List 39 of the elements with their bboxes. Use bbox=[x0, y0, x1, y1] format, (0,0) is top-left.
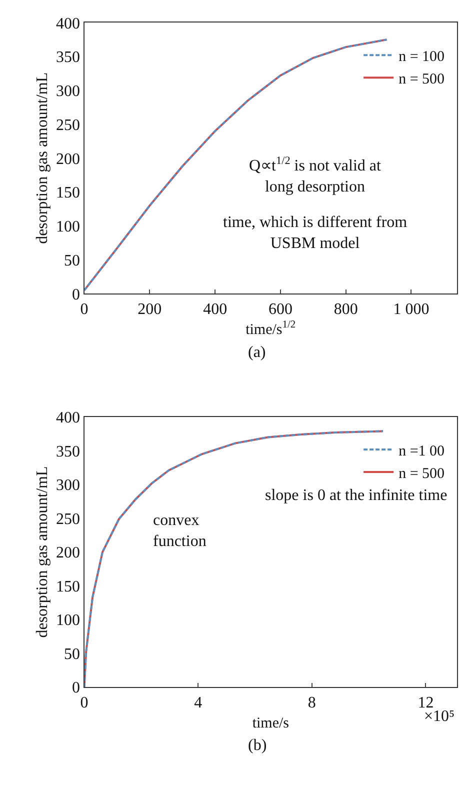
x-tick-label: 600 bbox=[268, 301, 292, 318]
y-tick-label: 250 bbox=[56, 116, 80, 134]
x-tick-label: 1 000 bbox=[393, 301, 430, 318]
x-axis-title: time/s$^{1/2}$ bbox=[246, 320, 296, 338]
y-tick-label: 250 bbox=[56, 510, 80, 528]
y-tick-label: 100 bbox=[56, 218, 80, 236]
annotation: slope is 0 at the infinite time bbox=[265, 487, 448, 504]
y-tick-label: 300 bbox=[56, 83, 80, 100]
y-tick-label: 200 bbox=[56, 544, 80, 562]
annotation: Q∝t$^{1/2}$ is not valid at long desorption bbox=[249, 155, 382, 196]
x-tick-label: 200 bbox=[138, 301, 162, 318]
y-tick-label: 400 bbox=[56, 15, 80, 32]
y-tick-label: 400 bbox=[56, 410, 80, 427]
annotation: convex function bbox=[153, 512, 206, 550]
annotation: time, which is different from USBM model bbox=[223, 214, 408, 252]
y-tick-label: 150 bbox=[56, 184, 80, 202]
x-tick-label: 4 bbox=[194, 694, 202, 712]
x-axis-title: time/s bbox=[252, 715, 290, 732]
y-tick-label: 350 bbox=[56, 49, 80, 66]
y-tick-label: 150 bbox=[56, 578, 80, 596]
y-tick-label: 300 bbox=[56, 477, 80, 494]
y-tick-label: 50 bbox=[64, 252, 80, 270]
text: (b) bbox=[248, 737, 267, 754]
y-tick-label: 50 bbox=[64, 646, 80, 663]
y-axis-title: desorption gas amount/mL bbox=[34, 466, 51, 638]
legend-label: n = 500 bbox=[398, 466, 445, 482]
y-axis-title: desorption gas amount/mL bbox=[34, 72, 51, 244]
legend-label: n = 500 bbox=[398, 72, 445, 88]
y-tick-label: 100 bbox=[56, 612, 80, 630]
legend-label: n = 100 bbox=[398, 49, 445, 66]
legend-label: n =1 00 bbox=[398, 443, 445, 460]
x-tick-label: 800 bbox=[334, 301, 358, 318]
y-tick-label: 350 bbox=[56, 443, 80, 460]
y-tick-label: 0 bbox=[72, 680, 80, 697]
y-tick-label: 200 bbox=[56, 150, 80, 168]
x-tick-label: 400 bbox=[203, 301, 228, 318]
text: (a) bbox=[248, 344, 266, 361]
y-tick-label: 0 bbox=[72, 286, 80, 304]
x-tick-label: 8 bbox=[308, 694, 316, 712]
